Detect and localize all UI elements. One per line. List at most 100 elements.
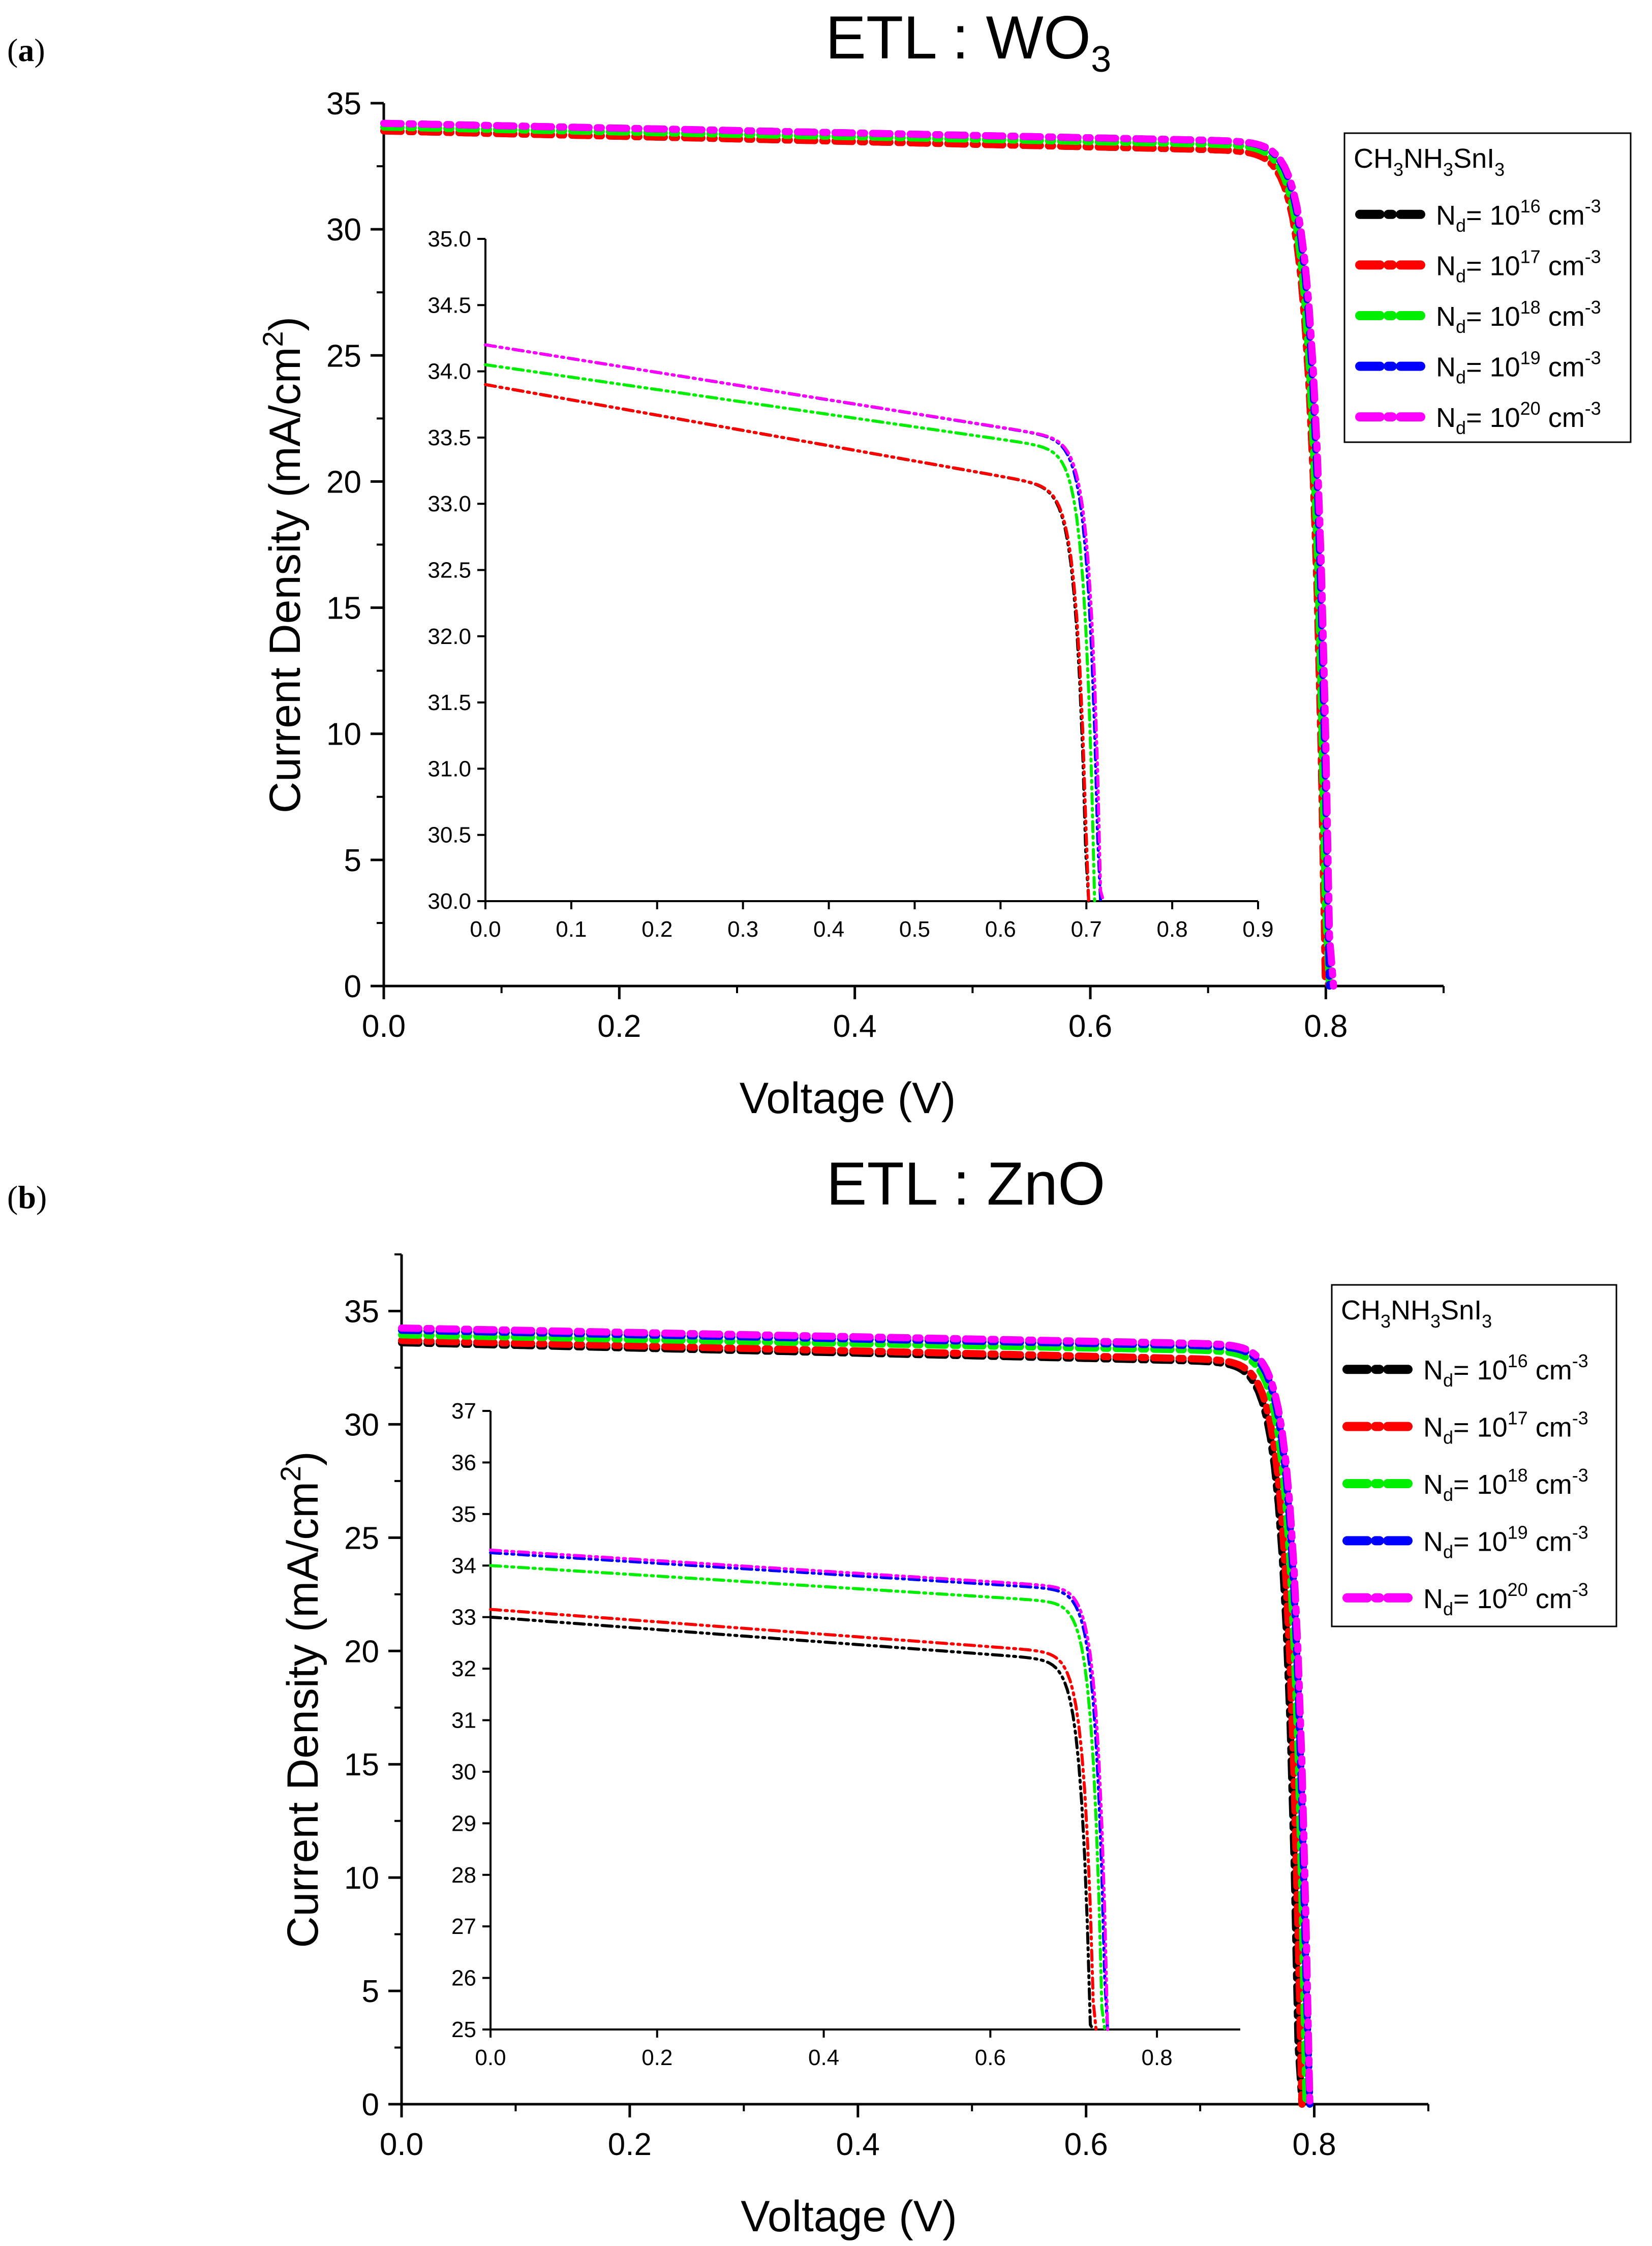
inset-y-tick-label: 31 — [451, 1708, 476, 1733]
legend-entry-prefix: N — [1423, 1526, 1443, 1557]
y-axis-title-close: ) — [261, 317, 310, 331]
inset-x-tick-label: 0.8 — [1142, 2045, 1173, 2070]
y-axis-title-main: Current Density (mA/cm — [261, 347, 310, 814]
inset-x-tick-label: 0.7 — [1071, 917, 1102, 942]
legend-entry-exp: 19 — [1520, 348, 1541, 368]
y-tick-label: 10 — [326, 717, 361, 752]
legend-entry-unit-exp: -3 — [1585, 398, 1601, 419]
legend-entry-prefix: N — [1436, 251, 1456, 281]
y-axis-title-close: ) — [279, 1451, 327, 1466]
y-tick-label: 25 — [344, 1521, 379, 1556]
inset-plot: 0.0 0.2 0.4 0.6 0.8 25 26 27 28 29 30 31 32 33 34 35 36 3… — [451, 1399, 1240, 2070]
legend-entry-exp: 20 — [1520, 398, 1541, 419]
legend-entry-sub: d — [1443, 1541, 1453, 1562]
inset-x-tick-label: 0.4 — [813, 917, 844, 942]
inset-y-tick-label: 27 — [451, 1914, 476, 1939]
panel-label-close: ) — [34, 32, 45, 68]
inset-y-tick-label: 32.0 — [427, 624, 471, 649]
y-axis-title: Current Density (mA/cm2) — [257, 317, 310, 813]
legend-title-part: NH — [1391, 1295, 1430, 1326]
inset-y-tick-label: 30 — [451, 1760, 476, 1785]
legend-entry-unit: cm — [1541, 403, 1585, 433]
inset-x-tick-label: 0.6 — [985, 917, 1016, 942]
legend-entry-prefix: N — [1423, 1355, 1443, 1386]
legend-box — [1343, 132, 1632, 443]
inset-y-tick-label: 36 — [451, 1450, 476, 1475]
y-tick-label: 35 — [326, 86, 361, 121]
panel-label: (a) — [7, 32, 45, 68]
legend-entry-label: Nd= 1017 cm-3 — [1436, 246, 1601, 286]
legend-entry-sub: d — [1456, 265, 1466, 286]
x-tick-label: 0.8 — [1292, 2127, 1336, 2162]
inset-x-tick-label: 0.0 — [475, 2045, 506, 2070]
chart-title: ETL : WO3 — [825, 4, 1111, 80]
legend-entry-unit: cm — [1541, 200, 1585, 231]
inset-y-tick-label: 33 — [451, 1605, 476, 1630]
panel-label: (b) — [7, 1179, 47, 1215]
x-tick-label: 0.6 — [1068, 1009, 1112, 1044]
legend-entry-mid: = 10 — [1466, 403, 1520, 433]
y-tick-label: 10 — [344, 1861, 379, 1896]
inset-x-tick-label: 0.9 — [1242, 917, 1273, 942]
legend-entry-label: Nd= 1018 cm-3 — [1423, 1465, 1588, 1505]
legend-entry-prefix: N — [1423, 1469, 1443, 1500]
inset-series-line — [489, 1548, 1109, 2031]
inset-series-line — [484, 363, 1096, 903]
y-tick-label: 20 — [326, 465, 361, 500]
inset-series-line — [489, 1608, 1098, 2031]
panel-label-close: ) — [36, 1179, 47, 1215]
inset-series-line — [489, 1615, 1095, 2031]
legend-title: CH3NH3SnI3 — [1341, 1295, 1492, 1332]
x-axis-title: Voltage (V) — [740, 1074, 956, 1123]
panel-label-open: ( — [7, 32, 18, 68]
chart-title-text: ETL : WO — [825, 4, 1091, 72]
legend-entry-label: Nd= 1019 cm-3 — [1436, 348, 1601, 388]
legend-title-part: NH — [1403, 143, 1443, 174]
inset-y-tick-label: 28 — [451, 1863, 476, 1888]
legend-title-sub: 3 — [1482, 1311, 1492, 1332]
main-series-line — [380, 119, 1337, 990]
y-axis-title: Current Density (mA/cm2) — [274, 1451, 327, 1948]
legend-entry-mid: = 10 — [1453, 1584, 1508, 1614]
legend-entry-prefix: N — [1436, 200, 1456, 231]
legend-entry-mid: = 10 — [1466, 352, 1520, 383]
x-tick-label: 0.2 — [597, 1009, 641, 1044]
legend-entry-label: Nd= 1016 cm-3 — [1423, 1350, 1588, 1391]
y-tick-label: 5 — [362, 1974, 379, 2009]
legend-entry-unit: cm — [1528, 1584, 1572, 1614]
legend-entry-exp: 19 — [1508, 1522, 1528, 1543]
legend-title-sub: 3 — [1381, 1311, 1391, 1332]
legend-title-sub: 3 — [1430, 1311, 1441, 1332]
inset-y-tick-label: 35.0 — [427, 227, 471, 252]
inset-x-tick-label: 0.2 — [641, 917, 672, 942]
y-tick-label: 15 — [326, 591, 361, 626]
legend-entry-label: Nd= 1020 cm-3 — [1436, 398, 1601, 438]
y-tick-label: 5 — [344, 843, 361, 878]
inset-y-tick-label: 25 — [451, 2017, 476, 2042]
inset-y-tick-label: 37 — [451, 1399, 476, 1424]
legend-entry-label: Nd= 1017 cm-3 — [1423, 1408, 1588, 1448]
legend-entry-unit: cm — [1528, 1469, 1572, 1500]
panel-label-open: ( — [7, 1179, 18, 1215]
legend-entry-exp: 17 — [1508, 1408, 1528, 1429]
legend-entry-unit: cm — [1541, 301, 1585, 332]
chart-title-sub: 3 — [1091, 39, 1111, 80]
legend-entry-unit-exp: -3 — [1572, 1408, 1588, 1429]
legend-entry-label: Nd= 1018 cm-3 — [1436, 297, 1601, 337]
y-axis-title-sup: 2 — [257, 331, 289, 347]
inset-series-line — [484, 383, 1090, 903]
legend-entry-unit: cm — [1528, 1412, 1572, 1443]
legend-entry-sub: d — [1443, 1484, 1453, 1505]
legend-entry-unit-exp: -3 — [1585, 297, 1601, 318]
legend-title-part: CH — [1354, 143, 1393, 174]
legend-entry-unit: cm — [1541, 352, 1585, 383]
x-tick-label: 0.0 — [380, 2127, 423, 2162]
legend-entry-exp: 17 — [1520, 246, 1541, 267]
legend-entry-exp: 18 — [1520, 297, 1541, 318]
legend-entry-label: Nd= 1019 cm-3 — [1423, 1522, 1588, 1562]
legend-title-part: CH — [1341, 1295, 1381, 1326]
legend-title-part: SnI — [1441, 1295, 1482, 1326]
panel-label-letter: b — [18, 1179, 36, 1215]
y-axis-title-sup: 2 — [274, 1466, 307, 1482]
